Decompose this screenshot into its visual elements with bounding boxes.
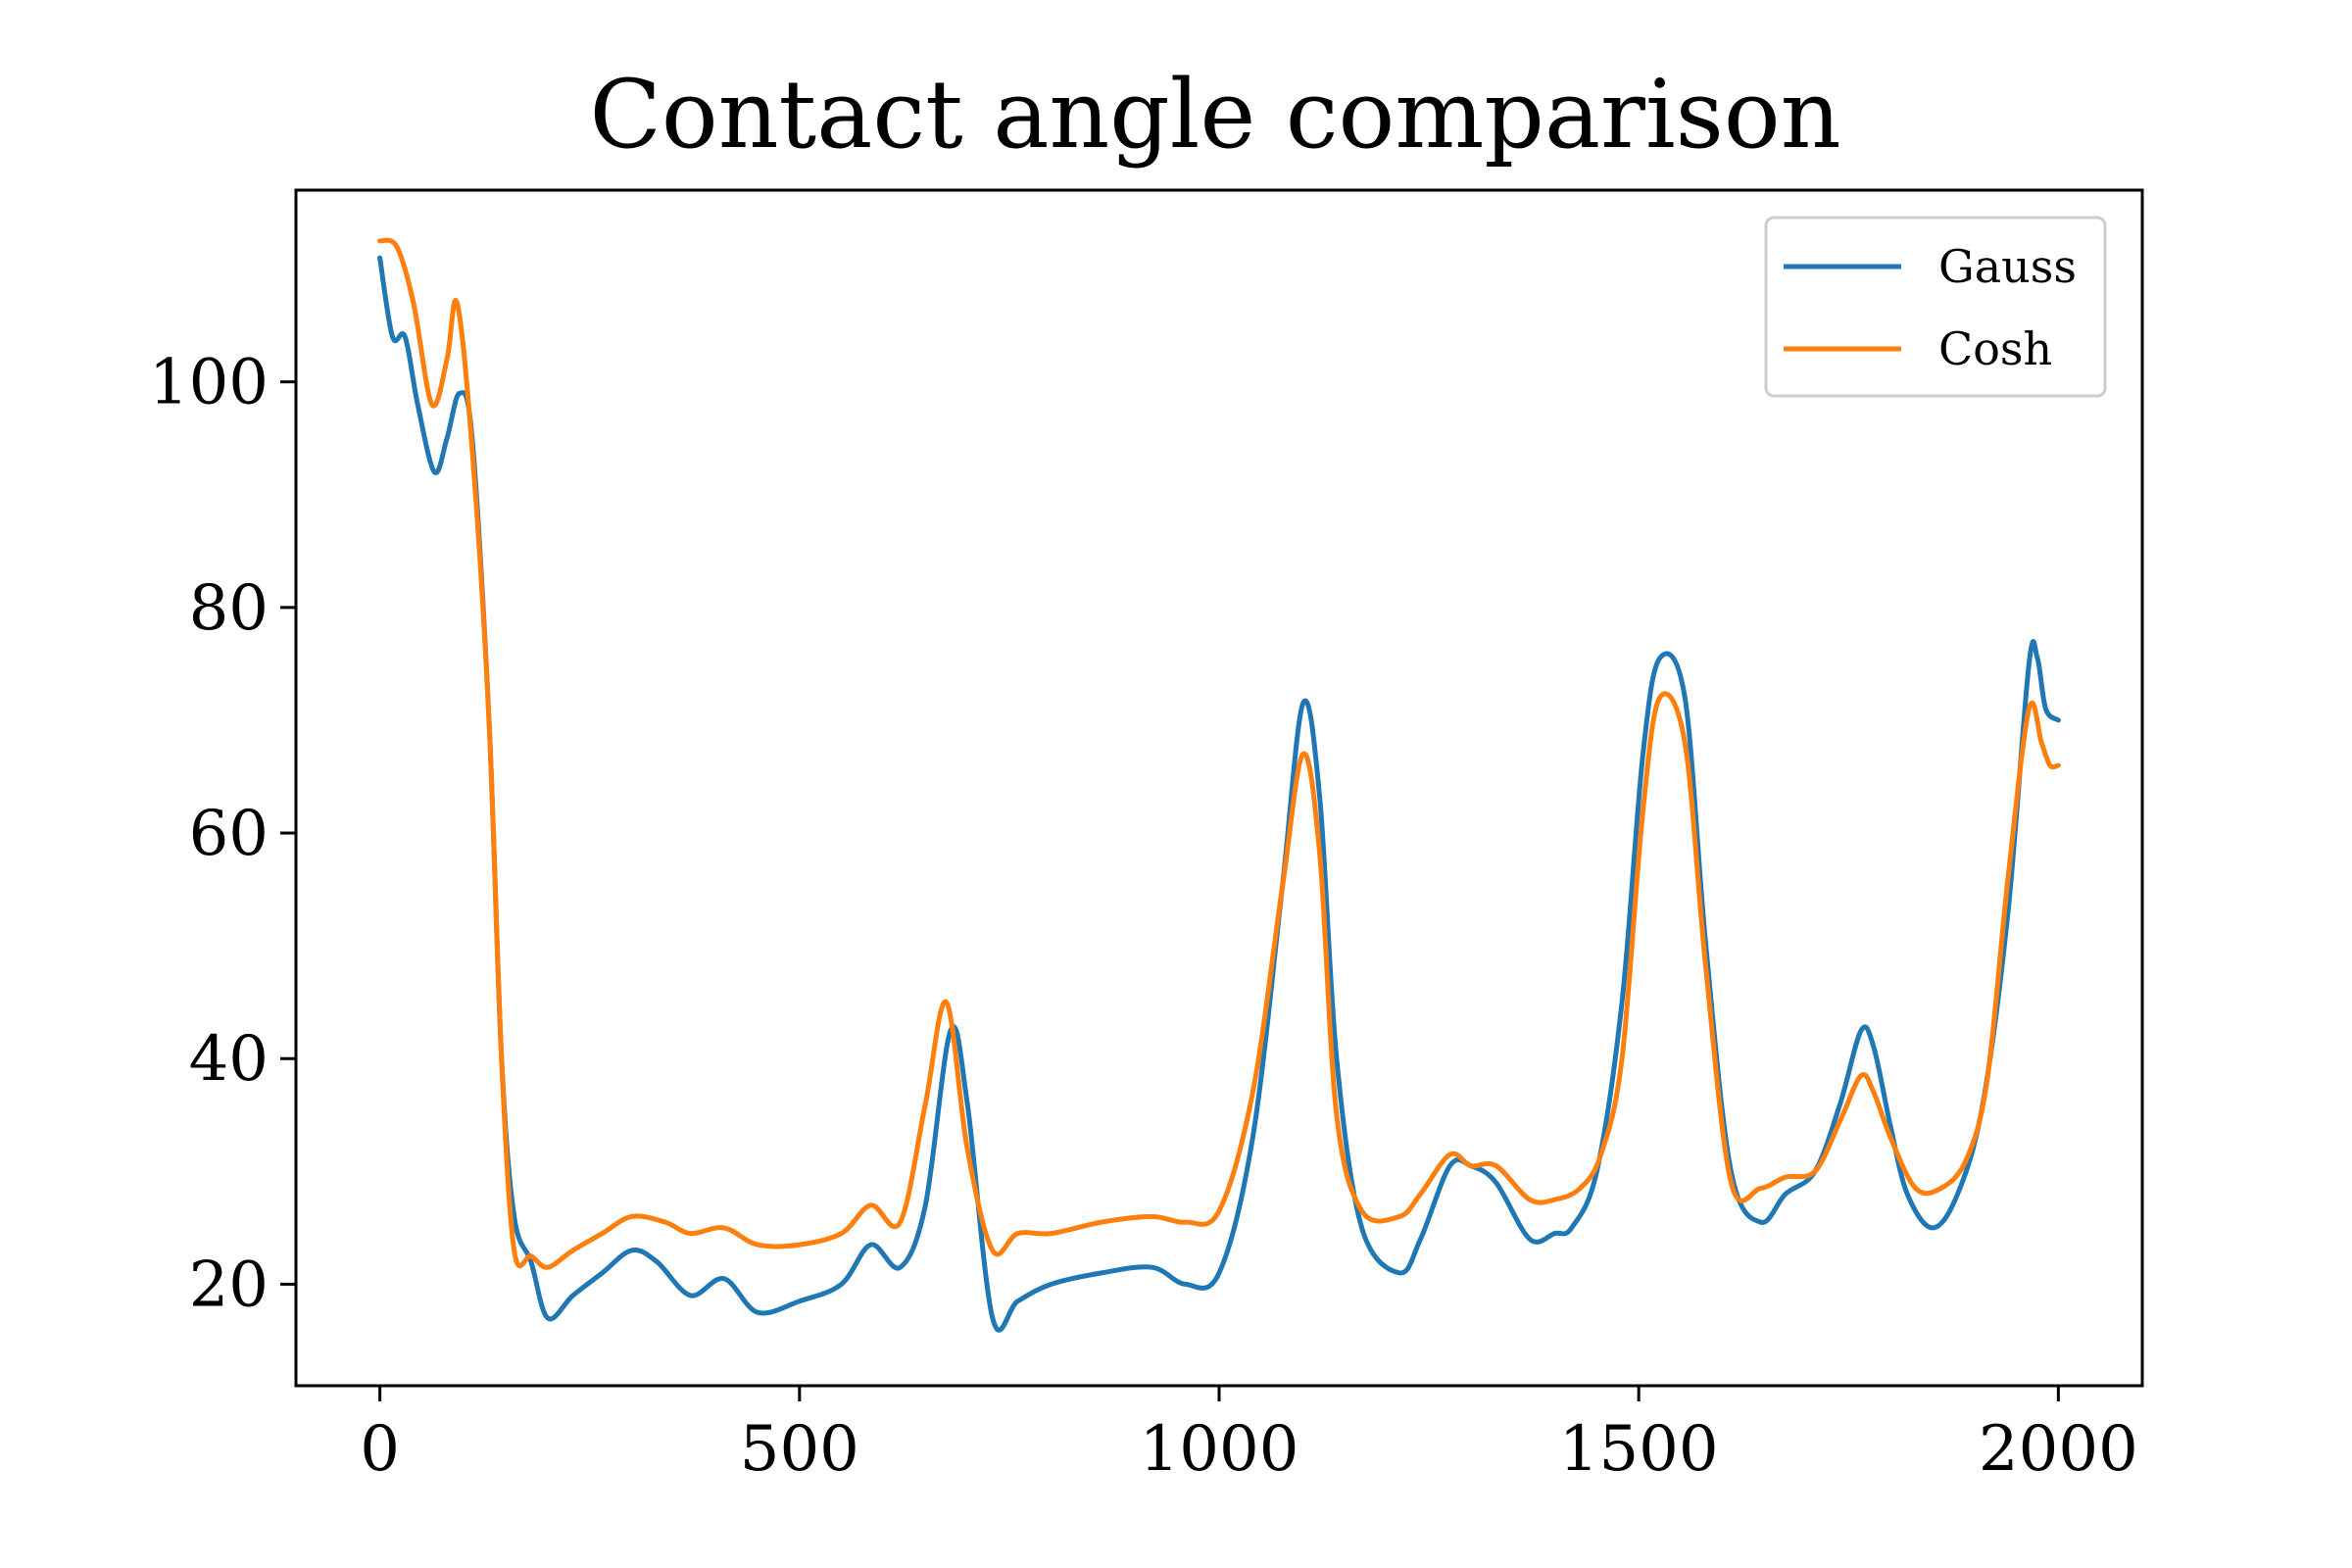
y-tick-label: 80 <box>189 572 269 645</box>
x-tick-label: 500 <box>740 1413 859 1486</box>
x-tick-label: 1000 <box>1140 1413 1299 1486</box>
x-tick-label: 2000 <box>1979 1413 2138 1486</box>
y-tick-label: 20 <box>189 1249 269 1321</box>
x-axis: 0 500 1000 1500 2000 <box>360 1386 2138 1486</box>
series-line-gauss <box>377 255 2061 1333</box>
series-line-cosh <box>377 237 2061 1270</box>
y-tick-label: 60 <box>189 798 269 870</box>
x-tick-label: 0 <box>360 1413 400 1486</box>
chart-title: Contact angle comparison <box>589 60 1840 170</box>
legend: Gauss Cosh <box>1764 216 2107 398</box>
y-axis: 20 40 60 80 100 <box>149 347 296 1321</box>
y-tick-label: 40 <box>189 1023 269 1096</box>
x-tick-label: 1500 <box>1559 1413 1719 1486</box>
lines-layer <box>377 237 2061 1333</box>
legend-label-gauss: Gauss <box>1938 240 2077 293</box>
y-tick-label: 100 <box>149 347 269 419</box>
legend-label-cosh: Cosh <box>1938 322 2052 375</box>
